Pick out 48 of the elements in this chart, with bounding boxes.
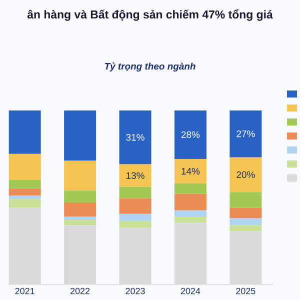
bar	[119, 220, 152, 228]
bar	[64, 110, 96, 161]
bar	[174, 194, 206, 210]
bar	[64, 225, 96, 284]
data-label: 31%	[126, 134, 144, 141]
bar	[174, 210, 206, 216]
bar	[119, 214, 152, 221]
bar	[230, 208, 262, 218]
bar	[230, 157, 262, 192]
bar	[174, 222, 206, 284]
bar	[8, 188, 41, 196]
bar	[64, 216, 96, 220]
bar	[64, 202, 96, 216]
bar	[64, 160, 96, 190]
data-label: 13%	[126, 172, 144, 179]
bar	[119, 186, 152, 198]
bar	[230, 218, 262, 226]
bar	[64, 220, 96, 226]
x-tick-label: 2024	[180, 288, 200, 294]
bar	[119, 228, 152, 284]
bar	[174, 216, 206, 223]
data-label: 28%	[181, 131, 200, 138]
bar	[64, 190, 96, 203]
bar	[8, 180, 41, 189]
bar	[119, 198, 152, 214]
bar	[119, 110, 152, 164]
bar	[8, 208, 41, 284]
data-label: 20%	[236, 171, 255, 178]
x-tick-label: 2021	[15, 288, 34, 294]
data-label: 14%	[182, 168, 200, 175]
bar	[174, 159, 206, 184]
chart-subtitle: Tỷ trọng theo ngành	[104, 62, 196, 72]
bar	[174, 183, 206, 194]
bar	[8, 199, 41, 208]
chart-title: ân hàng và Bất động sản chiếm 47% tổng giá	[27, 9, 273, 21]
bar	[230, 192, 262, 208]
x-tick-label: 2025	[236, 288, 256, 294]
x-tick-label: 2022	[70, 288, 90, 294]
bar	[230, 225, 262, 232]
bar	[119, 164, 152, 187]
bar	[8, 110, 41, 154]
bar	[230, 231, 262, 284]
bar	[230, 110, 262, 158]
bar	[8, 154, 41, 180]
data-label: 27%	[236, 130, 255, 138]
x-tick-label: 2023	[126, 288, 145, 294]
bar	[174, 110, 206, 160]
bar	[8, 196, 41, 200]
